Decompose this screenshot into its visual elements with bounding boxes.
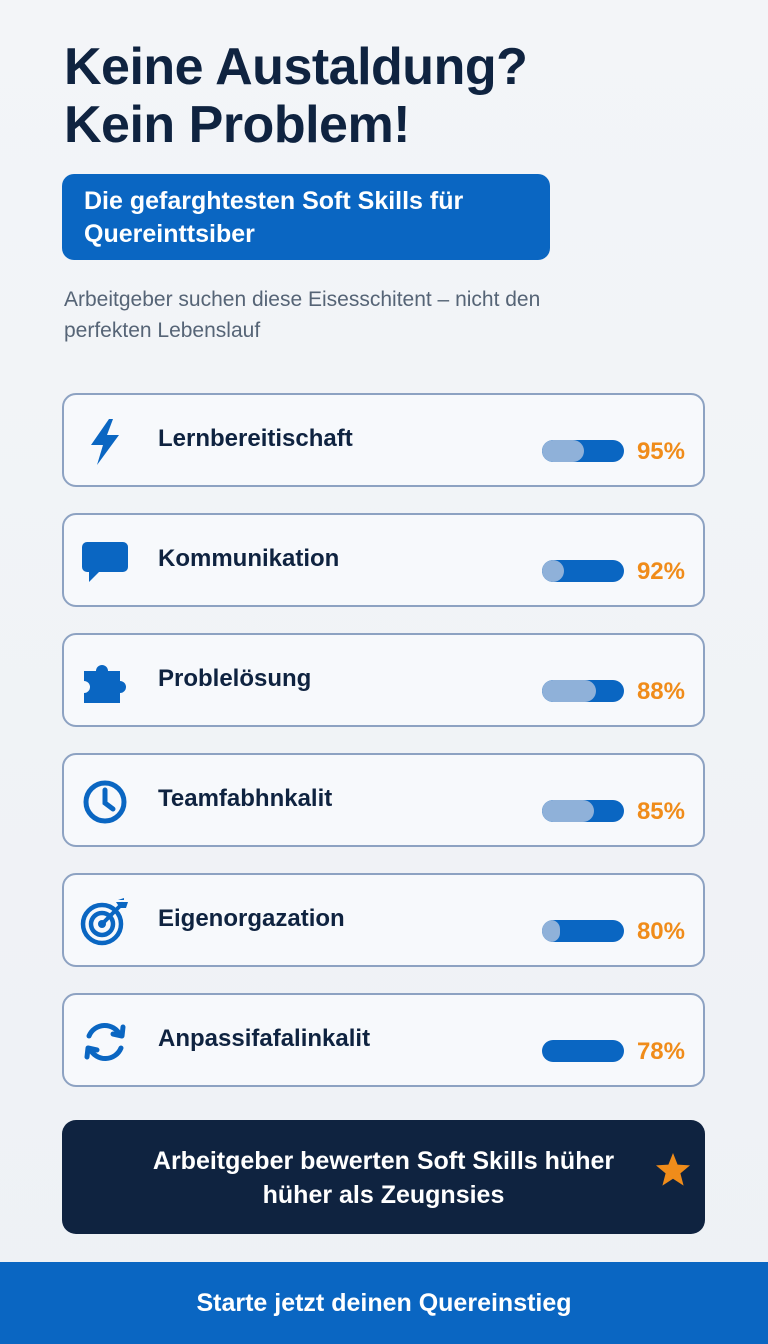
info-banner: Arbeitgeber bewerten Soft Skills hüher h… <box>62 1120 705 1234</box>
page-title-line-2: Kein Problem! <box>64 96 411 154</box>
skill-value: 92% <box>636 558 685 585</box>
skill-name: Lernbereitischaft <box>158 425 353 452</box>
subtitle-tag: Die gefarghtesten Soft Skills für Querei… <box>62 174 550 260</box>
skill-card-teamfaehigkeit: Teamfabhnkalit 85% <box>62 753 705 847</box>
skill-value: 95% <box>636 438 685 465</box>
skill-card-anpassungsfaehigkeit: Anpassifafalinkalit 78% <box>62 993 705 1087</box>
skill-progress-bar <box>542 440 624 462</box>
subtitle-tag-line-2: Quereinttsiber <box>84 220 255 248</box>
intro-line-2: perfekten Lebenslauf <box>64 319 261 342</box>
skill-name: Kommunikation <box>158 545 340 572</box>
page-title: Keine Austaldung? Kein Problem! <box>64 38 714 154</box>
skill-name: Problelösung <box>158 665 312 692</box>
chat-bubble-icon <box>80 539 130 585</box>
skill-card-lernbereitschaft: Lernbereitischaft 95% <box>62 393 705 487</box>
skill-card-problemloesung: Problelösung 88% <box>62 633 705 727</box>
skill-value: 85% <box>636 798 685 825</box>
skill-name: Anpassifafalinkalit <box>158 1025 371 1052</box>
skill-progress-bar <box>542 920 624 942</box>
info-banner-line-1: Arbeitgeber bewerten Soft Skills hüher <box>152 1147 615 1175</box>
skill-name: Teamfabhnkalit <box>158 785 333 812</box>
intro-line-1: Arbeitgeber suchen diese Eisesschitent –… <box>64 288 541 311</box>
info-banner-line-2: hüher als Zeugnsies <box>262 1181 505 1209</box>
skill-value: 78% <box>636 1038 685 1065</box>
skill-progress-bar <box>542 800 624 822</box>
puzzle-icon <box>80 659 130 705</box>
skill-value: 88% <box>636 678 685 705</box>
lightning-icon <box>80 419 130 465</box>
skill-value: 80% <box>636 918 685 945</box>
skill-progress-bar <box>542 560 624 582</box>
page-title-line-1: Keine Austaldung? <box>64 38 528 96</box>
target-icon <box>80 898 130 946</box>
intro-text: Arbeitgeber suchen diese Eisesschitent –… <box>64 284 684 346</box>
skill-progress-bar <box>542 680 624 702</box>
clock-icon <box>80 779 130 825</box>
subtitle-tag-line-1: Die gefarghtesten Soft Skills für <box>84 187 464 215</box>
star-icon <box>656 1153 690 1186</box>
skill-name: Eigenorgazation <box>158 905 345 932</box>
refresh-icon <box>80 1019 130 1065</box>
skill-card-kommunikation: Kommunikation 92% <box>62 513 705 607</box>
start-cta-button[interactable]: Starte jetzt deinen Quereinstieg <box>0 1262 768 1344</box>
skill-progress-bar <box>542 1040 624 1062</box>
skill-card-eigenorganisation: Eigenorgazation 80% <box>62 873 705 967</box>
